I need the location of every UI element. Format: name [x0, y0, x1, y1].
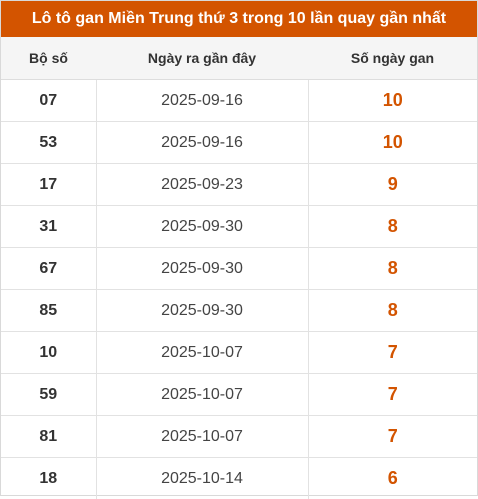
last-drawn-date: 2025-09-16 [96, 122, 308, 164]
last-drawn-date: 2025-10-07 [96, 374, 308, 416]
gan-days: 8 [308, 248, 477, 290]
table-row: 07 2025-09-16 10 [1, 80, 477, 122]
table-title: Lô tô gan Miền Trung thứ 3 trong 10 lần … [1, 1, 477, 37]
column-header-number: Bộ số [1, 37, 96, 80]
table-row: 17 2025-09-23 9 [1, 164, 477, 206]
gan-days: 8 [308, 206, 477, 248]
lo-gan-table: Bộ số Ngày ra gần đây Số ngày gan 07 202… [1, 37, 477, 499]
last-drawn-date: 2025-10-07 [96, 416, 308, 458]
gan-days: 6 [308, 458, 477, 499]
lotto-number: 10 [1, 332, 96, 374]
table-row: 81 2025-10-07 7 [1, 416, 477, 458]
lotto-number: 85 [1, 290, 96, 332]
lotto-number: 17 [1, 164, 96, 206]
gan-days: 10 [308, 80, 477, 122]
last-drawn-date: 2025-09-30 [96, 248, 308, 290]
lotto-number: 07 [1, 80, 96, 122]
table-row: 85 2025-09-30 8 [1, 290, 477, 332]
lotto-number: 53 [1, 122, 96, 164]
last-drawn-date: 2025-09-30 [96, 206, 308, 248]
column-header-last-date: Ngày ra gần đây [96, 37, 308, 80]
last-drawn-date: 2025-09-30 [96, 290, 308, 332]
lotto-number: 81 [1, 416, 96, 458]
lotto-number: 67 [1, 248, 96, 290]
gan-days: 7 [308, 332, 477, 374]
lotto-number: 31 [1, 206, 96, 248]
lotto-number: 59 [1, 374, 96, 416]
table-row: 53 2025-09-16 10 [1, 122, 477, 164]
table-row: 31 2025-09-30 8 [1, 206, 477, 248]
column-header-gan-days: Số ngày gan [308, 37, 477, 80]
gan-days: 8 [308, 290, 477, 332]
table-row: 67 2025-09-30 8 [1, 248, 477, 290]
gan-days: 10 [308, 122, 477, 164]
table-row: 10 2025-10-07 7 [1, 332, 477, 374]
last-drawn-date: 2025-09-23 [96, 164, 308, 206]
table-header-row: Bộ số Ngày ra gần đây Số ngày gan [1, 37, 477, 80]
last-drawn-date: 2025-09-16 [96, 80, 308, 122]
lotto-number: 18 [1, 458, 96, 499]
gan-days: 9 [308, 164, 477, 206]
table-row: 18 2025-10-14 6 [1, 458, 477, 499]
last-drawn-date: 2025-10-14 [96, 458, 308, 499]
last-drawn-date: 2025-10-07 [96, 332, 308, 374]
gan-days: 7 [308, 416, 477, 458]
gan-days: 7 [308, 374, 477, 416]
table-row: 59 2025-10-07 7 [1, 374, 477, 416]
